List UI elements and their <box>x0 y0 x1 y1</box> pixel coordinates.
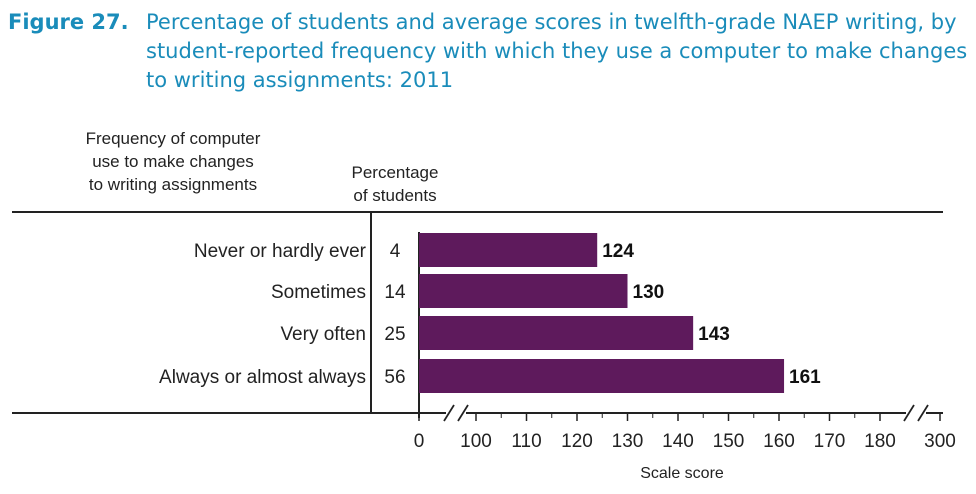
percentage-header-line: of students <box>353 186 436 205</box>
x-tick-label: 110 <box>511 431 541 452</box>
percentage-labels: 4 14 25 56 <box>384 241 406 388</box>
bar <box>419 274 628 308</box>
figure-title: Figure 27. Percentage of students and av… <box>8 8 970 92</box>
percentage-label: 56 <box>384 367 405 388</box>
category-header-line: to writing assignments <box>89 175 257 194</box>
x-tick-label: 170 <box>814 431 846 452</box>
axis-break-mark <box>917 404 929 422</box>
category-label: Sometimes <box>271 282 366 303</box>
value-labels: 124 130 143 161 <box>602 241 821 388</box>
axis-break-mark <box>443 404 455 422</box>
figure-label: Figure 27. <box>8 10 129 34</box>
x-tick-label: 100 <box>460 431 492 452</box>
x-tick-label: 300 <box>924 431 956 452</box>
bar <box>419 316 694 350</box>
x-tick-label: 150 <box>713 431 745 452</box>
axis-break-mark <box>457 404 469 422</box>
bars <box>419 233 785 393</box>
category-label: Always or almost always <box>159 367 366 388</box>
category-label: Very often <box>280 324 366 345</box>
x-axis-label: Scale score <box>640 465 724 482</box>
value-label: 130 <box>633 282 665 303</box>
percentage-label: 4 <box>390 241 401 262</box>
category-labels: Never or hardly ever Sometimes Very often A… <box>159 241 367 388</box>
x-tick-label: 160 <box>763 431 795 452</box>
x-tick-label: 120 <box>561 431 593 452</box>
axis-break-mark <box>903 404 915 422</box>
x-tick-label: 130 <box>612 431 644 452</box>
x-tick-label: 140 <box>662 431 694 452</box>
category-label: Never or hardly ever <box>194 241 367 262</box>
percentage-label: 25 <box>384 324 405 345</box>
x-axis: 0 100 110 120 130 140 150 160 170 180 300 Scale sco… <box>414 404 956 482</box>
percentage-label: 14 <box>384 282 406 303</box>
value-label: 124 <box>602 241 634 262</box>
bar <box>419 233 598 267</box>
category-header-line: Frequency of computer <box>86 129 261 148</box>
x-tick-label: 180 <box>864 431 896 452</box>
figure-title-text: Percentage of students and average score… <box>146 10 968 92</box>
value-label: 143 <box>698 324 730 345</box>
x-tick-label: 0 <box>414 431 425 452</box>
percentage-header-line: Percentage <box>352 163 439 182</box>
value-label: 161 <box>789 367 821 388</box>
category-header-line: use to make changes <box>92 152 254 171</box>
column-headers: Frequency of computer use to make changes… <box>86 129 439 205</box>
bar <box>419 359 785 393</box>
